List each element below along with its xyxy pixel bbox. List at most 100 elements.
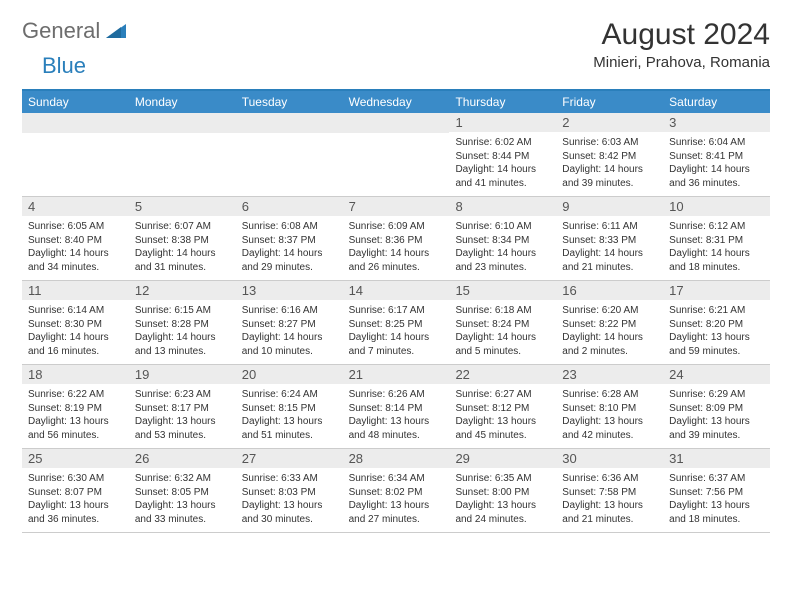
day-line: Daylight: 13 hours bbox=[135, 415, 230, 429]
day-body: Sunrise: 6:08 AMSunset: 8:37 PMDaylight:… bbox=[236, 216, 343, 280]
day-line: and 5 minutes. bbox=[455, 345, 550, 359]
day-line: Daylight: 13 hours bbox=[349, 415, 444, 429]
day-line: Sunrise: 6:08 AM bbox=[242, 220, 337, 234]
day-line: Daylight: 14 hours bbox=[135, 247, 230, 261]
day-line: Sunrise: 6:27 AM bbox=[455, 388, 550, 402]
weekday-header: Monday bbox=[129, 91, 236, 113]
day-number: 28 bbox=[343, 449, 450, 468]
day-line: and 10 minutes. bbox=[242, 345, 337, 359]
day-line: Daylight: 13 hours bbox=[562, 415, 657, 429]
day-number bbox=[343, 113, 450, 133]
day-line: Sunrise: 6:12 AM bbox=[669, 220, 764, 234]
week-row: 4Sunrise: 6:05 AMSunset: 8:40 PMDaylight… bbox=[22, 197, 770, 281]
day-cell bbox=[236, 113, 343, 196]
day-line: and 30 minutes. bbox=[242, 513, 337, 527]
day-number: 27 bbox=[236, 449, 343, 468]
day-line: Daylight: 14 hours bbox=[669, 163, 764, 177]
day-cell: 14Sunrise: 6:17 AMSunset: 8:25 PMDayligh… bbox=[343, 281, 450, 364]
day-number: 22 bbox=[449, 365, 556, 384]
day-line: Sunrise: 6:18 AM bbox=[455, 304, 550, 318]
weeks-container: 1Sunrise: 6:02 AMSunset: 8:44 PMDaylight… bbox=[22, 113, 770, 533]
day-number: 4 bbox=[22, 197, 129, 216]
day-cell: 20Sunrise: 6:24 AMSunset: 8:15 PMDayligh… bbox=[236, 365, 343, 448]
day-number bbox=[22, 113, 129, 133]
day-line: and 16 minutes. bbox=[28, 345, 123, 359]
day-number: 2 bbox=[556, 113, 663, 132]
weekday-header: Tuesday bbox=[236, 91, 343, 113]
day-cell: 7Sunrise: 6:09 AMSunset: 8:36 PMDaylight… bbox=[343, 197, 450, 280]
day-number: 3 bbox=[663, 113, 770, 132]
day-line: and 27 minutes. bbox=[349, 513, 444, 527]
day-cell: 24Sunrise: 6:29 AMSunset: 8:09 PMDayligh… bbox=[663, 365, 770, 448]
day-cell: 27Sunrise: 6:33 AMSunset: 8:03 PMDayligh… bbox=[236, 449, 343, 532]
week-row: 11Sunrise: 6:14 AMSunset: 8:30 PMDayligh… bbox=[22, 281, 770, 365]
day-line: and 59 minutes. bbox=[669, 345, 764, 359]
day-line: Daylight: 14 hours bbox=[562, 331, 657, 345]
day-line: Sunrise: 6:36 AM bbox=[562, 472, 657, 486]
title-block: August 2024 Minieri, Prahova, Romania bbox=[593, 18, 770, 71]
day-line: Sunset: 8:14 PM bbox=[349, 402, 444, 416]
day-cell: 8Sunrise: 6:10 AMSunset: 8:34 PMDaylight… bbox=[449, 197, 556, 280]
day-line: and 34 minutes. bbox=[28, 261, 123, 275]
day-cell: 12Sunrise: 6:15 AMSunset: 8:28 PMDayligh… bbox=[129, 281, 236, 364]
day-line: Sunset: 8:00 PM bbox=[455, 486, 550, 500]
weekday-row: SundayMondayTuesdayWednesdayThursdayFrid… bbox=[22, 91, 770, 113]
day-cell: 22Sunrise: 6:27 AMSunset: 8:12 PMDayligh… bbox=[449, 365, 556, 448]
day-body: Sunrise: 6:26 AMSunset: 8:14 PMDaylight:… bbox=[343, 384, 450, 448]
day-line: Sunset: 7:56 PM bbox=[669, 486, 764, 500]
day-body: Sunrise: 6:18 AMSunset: 8:24 PMDaylight:… bbox=[449, 300, 556, 364]
day-number: 20 bbox=[236, 365, 343, 384]
day-line: Sunrise: 6:22 AM bbox=[28, 388, 123, 402]
week-row: 18Sunrise: 6:22 AMSunset: 8:19 PMDayligh… bbox=[22, 365, 770, 449]
day-cell: 31Sunrise: 6:37 AMSunset: 7:56 PMDayligh… bbox=[663, 449, 770, 532]
day-cell: 1Sunrise: 6:02 AMSunset: 8:44 PMDaylight… bbox=[449, 113, 556, 196]
day-number: 15 bbox=[449, 281, 556, 300]
day-line: Sunrise: 6:21 AM bbox=[669, 304, 764, 318]
day-line: Sunrise: 6:26 AM bbox=[349, 388, 444, 402]
day-line: and 48 minutes. bbox=[349, 429, 444, 443]
day-number: 11 bbox=[22, 281, 129, 300]
day-number: 9 bbox=[556, 197, 663, 216]
day-body: Sunrise: 6:12 AMSunset: 8:31 PMDaylight:… bbox=[663, 216, 770, 280]
day-line: Daylight: 13 hours bbox=[669, 499, 764, 513]
day-line: Sunset: 8:15 PM bbox=[242, 402, 337, 416]
day-line: Daylight: 14 hours bbox=[28, 247, 123, 261]
day-body: Sunrise: 6:05 AMSunset: 8:40 PMDaylight:… bbox=[22, 216, 129, 280]
day-line: and 26 minutes. bbox=[349, 261, 444, 275]
day-line: Daylight: 14 hours bbox=[455, 247, 550, 261]
day-line: Sunrise: 6:10 AM bbox=[455, 220, 550, 234]
day-line: and 7 minutes. bbox=[349, 345, 444, 359]
day-line: Sunset: 8:27 PM bbox=[242, 318, 337, 332]
day-line: and 53 minutes. bbox=[135, 429, 230, 443]
day-body: Sunrise: 6:37 AMSunset: 7:56 PMDaylight:… bbox=[663, 468, 770, 532]
day-number: 5 bbox=[129, 197, 236, 216]
day-line: Daylight: 14 hours bbox=[242, 331, 337, 345]
weekday-header: Saturday bbox=[663, 91, 770, 113]
day-number: 24 bbox=[663, 365, 770, 384]
day-number: 30 bbox=[556, 449, 663, 468]
day-body: Sunrise: 6:02 AMSunset: 8:44 PMDaylight:… bbox=[449, 132, 556, 196]
week-row: 1Sunrise: 6:02 AMSunset: 8:44 PMDaylight… bbox=[22, 113, 770, 197]
day-body: Sunrise: 6:24 AMSunset: 8:15 PMDaylight:… bbox=[236, 384, 343, 448]
logo: General bbox=[22, 18, 130, 44]
day-line: and 41 minutes. bbox=[455, 177, 550, 191]
day-line: Sunrise: 6:03 AM bbox=[562, 136, 657, 150]
day-cell: 28Sunrise: 6:34 AMSunset: 8:02 PMDayligh… bbox=[343, 449, 450, 532]
day-line: Daylight: 13 hours bbox=[242, 415, 337, 429]
day-body: Sunrise: 6:28 AMSunset: 8:10 PMDaylight:… bbox=[556, 384, 663, 448]
day-body: Sunrise: 6:11 AMSunset: 8:33 PMDaylight:… bbox=[556, 216, 663, 280]
day-body: Sunrise: 6:21 AMSunset: 8:20 PMDaylight:… bbox=[663, 300, 770, 364]
day-line: Sunrise: 6:20 AM bbox=[562, 304, 657, 318]
day-body: Sunrise: 6:23 AMSunset: 8:17 PMDaylight:… bbox=[129, 384, 236, 448]
day-line: Sunset: 8:34 PM bbox=[455, 234, 550, 248]
day-cell: 16Sunrise: 6:20 AMSunset: 8:22 PMDayligh… bbox=[556, 281, 663, 364]
day-cell: 13Sunrise: 6:16 AMSunset: 8:27 PMDayligh… bbox=[236, 281, 343, 364]
day-line: Daylight: 14 hours bbox=[135, 331, 230, 345]
day-body: Sunrise: 6:04 AMSunset: 8:41 PMDaylight:… bbox=[663, 132, 770, 196]
day-cell: 3Sunrise: 6:04 AMSunset: 8:41 PMDaylight… bbox=[663, 113, 770, 196]
day-line: and 51 minutes. bbox=[242, 429, 337, 443]
day-line: and 2 minutes. bbox=[562, 345, 657, 359]
weekday-header: Thursday bbox=[449, 91, 556, 113]
day-line: Sunrise: 6:28 AM bbox=[562, 388, 657, 402]
day-line: Sunset: 8:20 PM bbox=[669, 318, 764, 332]
